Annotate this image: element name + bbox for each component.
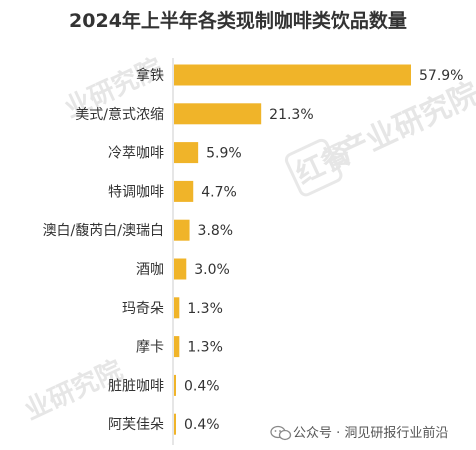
bar: [174, 374, 176, 396]
watermark-logo-box: [284, 138, 343, 197]
bar: [174, 64, 411, 86]
bar: [174, 219, 190, 241]
category-label: 美式/意式浓缩: [75, 106, 164, 123]
category-label: 澳白/馥芮白/澳瑞白: [43, 222, 164, 239]
bar: [174, 180, 194, 202]
value-label: 0.4%: [184, 378, 220, 394]
category-label: 摩卡: [136, 339, 164, 356]
bar: [174, 413, 176, 435]
value-label: 21.3%: [269, 107, 313, 123]
chart-title: 2024年上半年各类现制咖啡类饮品数量: [69, 9, 407, 32]
category-label: 酒咖: [136, 262, 164, 278]
category-label: 脏脏咖啡: [108, 378, 164, 394]
bar: [174, 103, 262, 125]
value-label: 57.9%: [419, 68, 463, 84]
wechat-icon: [270, 425, 292, 441]
source-footer: 公众号 · 洞见研报行业前沿: [270, 425, 448, 441]
value-label: 3.0%: [194, 262, 230, 278]
value-label: 1.3%: [187, 340, 223, 356]
bar: [174, 258, 187, 280]
value-label: 3.8%: [198, 223, 234, 239]
watermark-text-right: 产业研究院: [334, 76, 476, 171]
category-label: 拿铁: [136, 67, 164, 84]
value-label: 0.4%: [184, 417, 220, 433]
category-label: 冷萃咖啡: [108, 146, 164, 162]
bar: [174, 142, 199, 164]
bar: [174, 297, 180, 319]
value-label: 5.9%: [206, 146, 242, 162]
category-label: 阿芙佳朵: [108, 416, 164, 433]
category-label: 特调咖啡: [108, 184, 164, 200]
category-label: 玛奇朵: [122, 300, 164, 317]
bar: [174, 336, 180, 358]
value-label: 4.7%: [201, 184, 237, 200]
source-text: 公众号 · 洞见研报行业前沿: [293, 425, 448, 441]
value-label: 1.3%: [187, 301, 223, 317]
bars-group: 拿铁 57.9% 美式/意式浓缩 21.3% 冷萃咖啡 5.9% 特调咖啡 4.7% 澳白/馥芮…: [43, 64, 463, 435]
